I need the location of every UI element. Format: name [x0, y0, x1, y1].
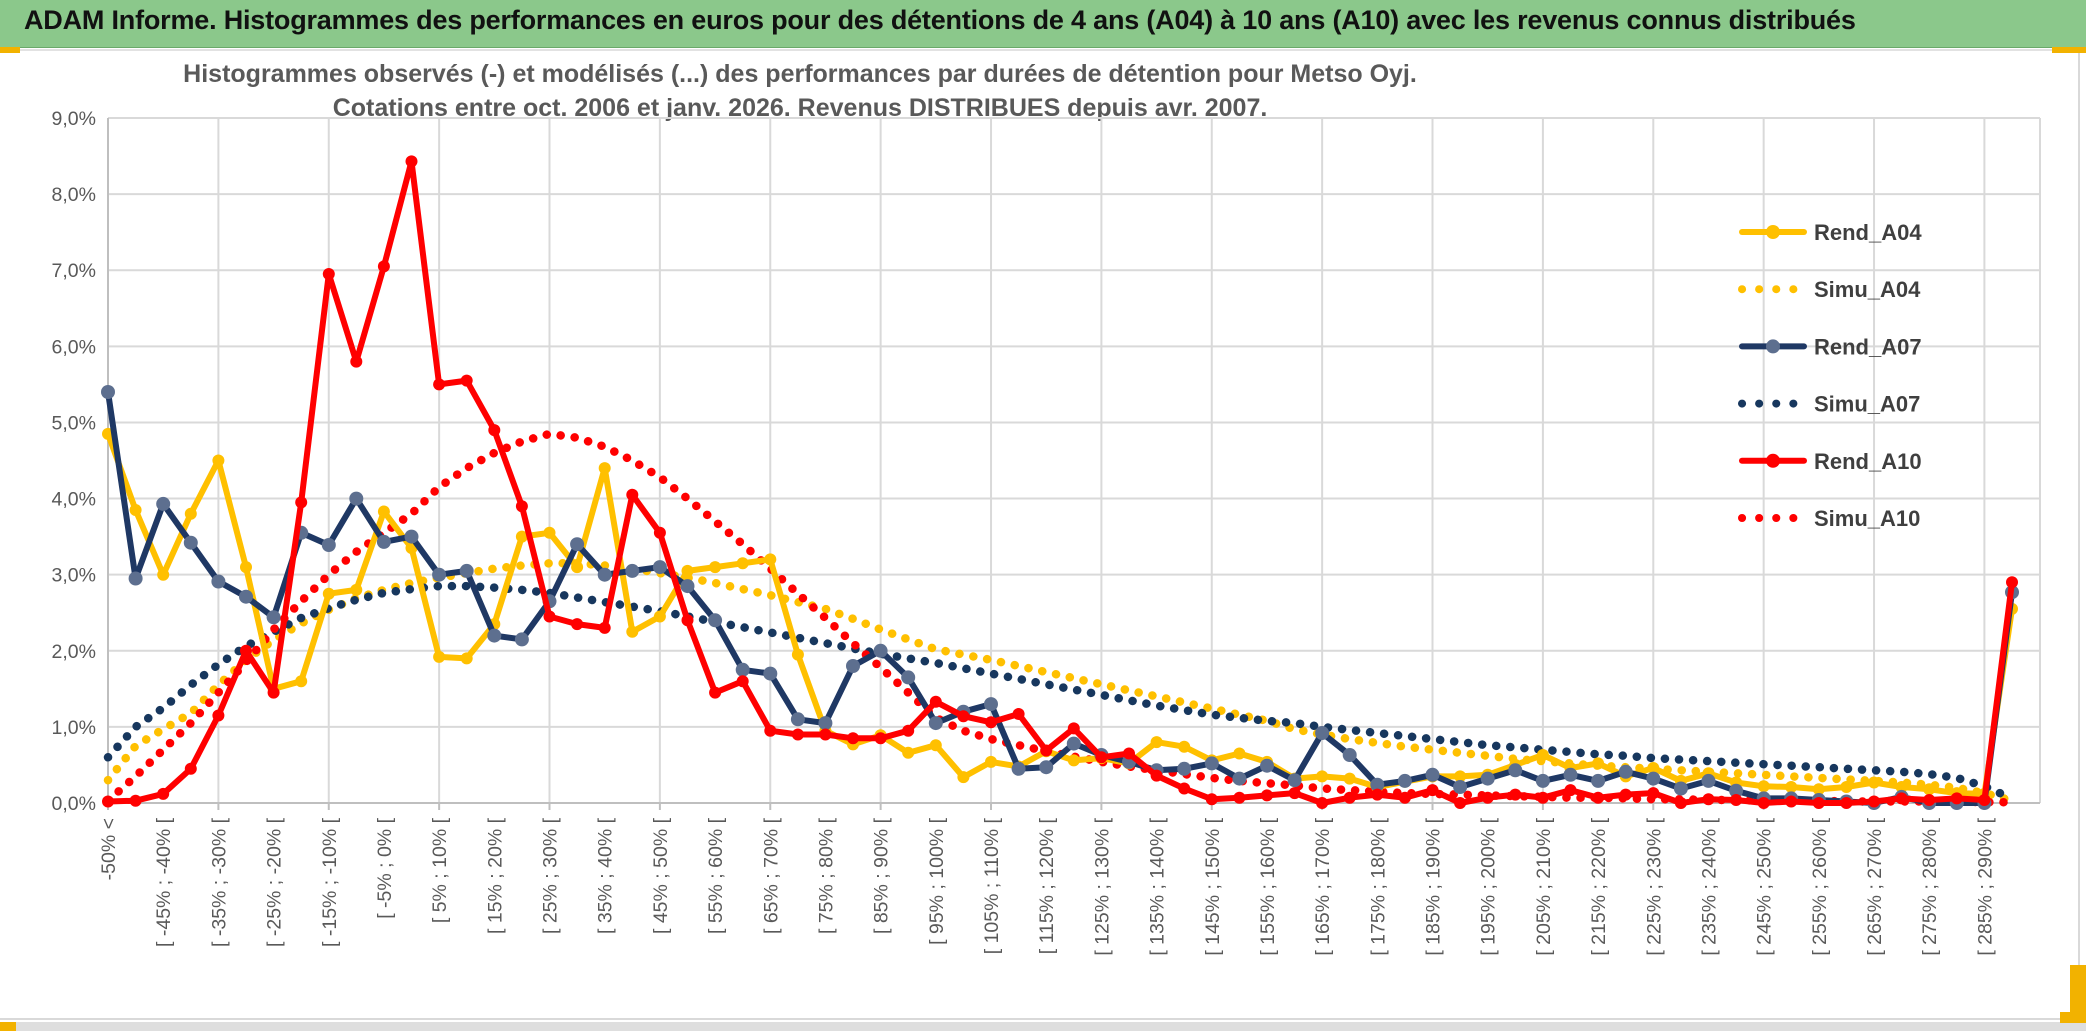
svg-text:[ -25% ; -20% [: [ -25% ; -20% [	[264, 817, 286, 947]
svg-text:[ 125% ; 130% [: [ 125% ; 130% [	[1091, 817, 1113, 955]
svg-text:-50% <: -50% <	[98, 818, 120, 880]
legend-marker-dot	[1766, 225, 1780, 239]
svg-text:[ 195% ; 200% [: [ 195% ; 200% [	[1478, 817, 1500, 955]
legend: Rend_A04 Simu_A04 Rend_A07 Simu_A07 Rend_A10…	[1738, 220, 1922, 531]
svg-text:4,0%: 4,0%	[52, 489, 96, 511]
gold-accent-left	[0, 47, 20, 53]
header-accent-line	[0, 49, 2086, 51]
chart-title-line1: Histogrammes observés (-) et modélisés (…	[183, 60, 1417, 88]
header-bar	[0, 0, 2086, 48]
svg-text:3,0%: 3,0%	[52, 565, 96, 587]
svg-text:[ 45% ; 50% [: [ 45% ; 50% [	[650, 817, 672, 934]
svg-text:1,0%: 1,0%	[52, 717, 96, 739]
gold-corner-bottom-left	[0, 1022, 16, 1031]
y-axis-labels: 0,0% 1,0% 2,0% 3,0% 4,0% 5,0% 6,0% 7,0% 8,0% 9,0%	[52, 108, 96, 815]
svg-text:0,0%: 0,0%	[52, 793, 96, 815]
svg-text:2,0%: 2,0%	[52, 641, 96, 663]
svg-text:7,0%: 7,0%	[52, 260, 96, 282]
svg-text:[ 85% ; 90% [: [ 85% ; 90% [	[871, 817, 893, 934]
series-rend_a10	[102, 155, 2018, 809]
svg-text:[ 65% ; 70% [: [ 65% ; 70% [	[760, 817, 782, 934]
svg-text:[ 105% ; 110% [: [ 105% ; 110% [	[981, 817, 1003, 954]
legend-label: Rend_A04	[1814, 220, 1922, 245]
svg-text:[ 155% ; 160% [: [ 155% ; 160% [	[1257, 817, 1279, 955]
svg-text:[ 165% ; 170% [: [ 165% ; 170% [	[1312, 817, 1334, 955]
gold-accent-right	[2052, 47, 2086, 53]
header-title: ADAM Informe. Histogrammes des performan…	[24, 5, 1856, 35]
svg-text:[ 35% ; 40% [: [ 35% ; 40% [	[595, 817, 617, 934]
series-rend_a04	[102, 427, 2018, 800]
svg-text:[ 185% ; 190% [: [ 185% ; 190% [	[1423, 817, 1445, 955]
legend-label: Simu_A10	[1814, 506, 1920, 531]
x-axis-labels: -50% < [ -45% ; -40% [ [ -35% ; -30% [ [ -2…	[98, 817, 1996, 955]
svg-text:[ 275% ; 280% [: [ 275% ; 280% [	[1919, 817, 1941, 955]
svg-text:[ 135% ; 140% [: [ 135% ; 140% [	[1147, 817, 1169, 955]
svg-text:[ -35% ; -30% [: [ -35% ; -30% [	[208, 817, 230, 947]
svg-text:[ 15% ; 20% [: [ 15% ; 20% [	[484, 817, 506, 934]
legend-item-simu_a04: Simu_A04	[1738, 277, 1921, 302]
legend-marker-dot	[1766, 339, 1780, 354]
legend-label: Rend_A07	[1814, 334, 1922, 359]
svg-text:9,0%: 9,0%	[52, 108, 96, 130]
svg-text:[ 5% ; 10% [: [ 5% ; 10% [	[429, 817, 451, 923]
x-axis-ticks	[107, 803, 1986, 810]
legend-label: Simu_A07	[1814, 392, 1920, 417]
legend-label: Rend_A10	[1814, 449, 1922, 474]
svg-text:[ -5% ; 0% [: [ -5% ; 0% [	[374, 817, 396, 918]
svg-text:[ 235% ; 240% [: [ 235% ; 240% [	[1698, 817, 1720, 955]
chart-frame-right	[2078, 53, 2080, 966]
svg-text:[ 175% ; 180% [: [ 175% ; 180% [	[1367, 817, 1389, 955]
legend-marker-dot	[1766, 453, 1780, 468]
series-simu_a07	[103, 581, 2017, 803]
series-simu_a04	[103, 559, 2017, 805]
series-rend_a04-markers	[102, 427, 2018, 800]
series-rend_a10-markers	[102, 155, 2018, 809]
svg-text:5,0%: 5,0%	[52, 412, 96, 434]
svg-text:6,0%: 6,0%	[52, 336, 96, 358]
svg-text:[ 95% ; 100% [: [ 95% ; 100% [	[926, 817, 948, 944]
legend-label: Simu_A04	[1814, 277, 1921, 302]
series-rend_a07	[101, 385, 2019, 810]
svg-text:[ -45% ; -40% [: [ -45% ; -40% [	[153, 817, 175, 947]
svg-text:[ 205% ; 210% [: [ 205% ; 210% [	[1533, 817, 1555, 955]
legend-item-rend_a04: Rend_A04	[1739, 220, 1922, 245]
chart-frame-bottom	[0, 1018, 2086, 1020]
svg-text:[ 25% ; 30% [: [ 25% ; 30% [	[540, 817, 562, 934]
svg-text:[ 265% ; 270% [: [ 265% ; 270% [	[1864, 817, 1886, 955]
svg-text:[ 115% ; 120% [: [ 115% ; 120% [	[1036, 817, 1058, 954]
svg-text:8,0%: 8,0%	[52, 184, 96, 206]
svg-text:[ 215% ; 220% [: [ 215% ; 220% [	[1588, 817, 1610, 955]
svg-text:[ 55% ; 60% [: [ 55% ; 60% [	[705, 817, 727, 934]
svg-text:[ 145% ; 150% [: [ 145% ; 150% [	[1202, 817, 1224, 955]
svg-text:[ 245% ; 250% [: [ 245% ; 250% [	[1754, 817, 1776, 955]
svg-text:[ 225% ; 230% [: [ 225% ; 230% [	[1643, 817, 1665, 955]
legend-item-rend_a07: Rend_A07	[1739, 334, 1922, 359]
series-rend_a07-markers	[101, 385, 2019, 810]
gold-corner-bottom-right	[2060, 1012, 2086, 1023]
legend-item-simu_a10: Simu_A10	[1738, 506, 1920, 531]
legend-item-rend_a10: Rend_A10	[1739, 449, 1922, 474]
legend-item-simu_a07: Simu_A07	[1738, 392, 1920, 417]
svg-text:[ 75% ; 80% [: [ 75% ; 80% [	[815, 817, 837, 934]
bottom-strip	[0, 1022, 2086, 1031]
svg-text:[ 255% ; 260% [: [ 255% ; 260% [	[1809, 817, 1831, 955]
svg-text:[ 285% ; 290% [: [ 285% ; 290% [	[1974, 817, 1996, 955]
series-simu_a10	[103, 429, 2017, 807]
gold-border-right	[2070, 965, 2086, 1023]
svg-text:[ -15% ; -10% [: [ -15% ; -10% [	[319, 817, 341, 947]
